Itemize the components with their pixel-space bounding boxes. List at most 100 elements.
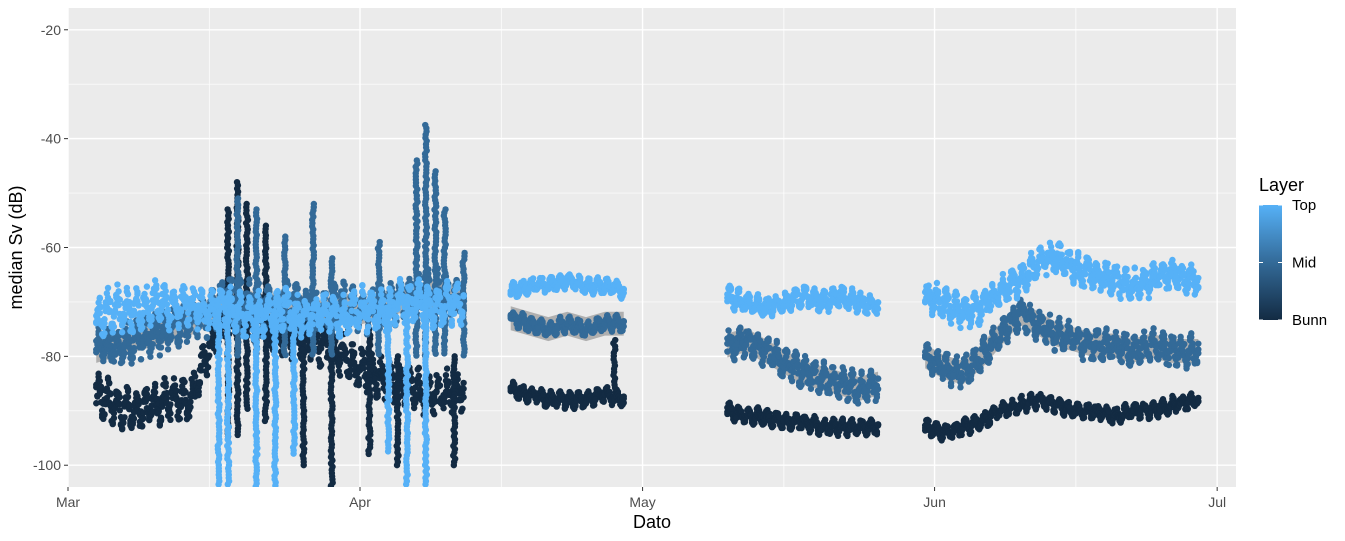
data-point-mid [266, 285, 273, 293]
excursion-point-bunn [450, 461, 458, 469]
data-point-bunn [416, 379, 424, 386]
data-point-mid [184, 332, 192, 339]
data-point-bunn [106, 380, 113, 387]
data-point-mid [788, 377, 796, 385]
data-point-mid [774, 346, 782, 353]
data-point-bunn [413, 391, 420, 398]
data-point-bunn [813, 418, 821, 426]
data-point-mid [953, 353, 961, 360]
data-point-mid [1086, 334, 1094, 342]
data-point-bunn [110, 414, 118, 422]
data-point-mid [830, 364, 837, 371]
data-point-mid [1103, 326, 1110, 334]
data-point-bunn [950, 429, 957, 437]
data-point-mid [341, 281, 348, 289]
data-point-bunn [967, 428, 975, 435]
data-point-mid [759, 362, 766, 369]
data-point-bunn [187, 403, 194, 411]
data-point-bunn [728, 405, 736, 412]
data-point-bunn [187, 398, 194, 406]
data-point-mid [1026, 301, 1034, 309]
data-point-bunn [151, 389, 159, 396]
data-point-bunn [129, 420, 136, 428]
data-point-bunn [1195, 398, 1202, 405]
data-point-bunn [181, 378, 188, 386]
data-point-bunn [436, 382, 444, 389]
data-point-mid [731, 356, 738, 363]
data-point-bunn [151, 380, 159, 388]
data-point-mid [129, 353, 136, 361]
data-point-mid [963, 351, 970, 358]
data-point-mid [1005, 325, 1012, 332]
data-point-bunn [460, 394, 467, 401]
data-point-bunn [95, 370, 102, 377]
data-point-bunn [124, 386, 132, 393]
data-point-bunn [118, 424, 126, 432]
data-point-bunn [592, 396, 599, 403]
data-point-mid [741, 351, 749, 358]
data-point-mid [1090, 355, 1097, 363]
data-point-mid [553, 330, 560, 338]
data-point-bunn [140, 409, 147, 417]
data-point-mid [1024, 327, 1031, 335]
data-point-bunn [844, 432, 851, 440]
data-point-bunn [182, 389, 189, 396]
data-point-mid [1014, 325, 1022, 333]
data-point-bunn [873, 431, 881, 438]
data-point-bunn [1033, 402, 1041, 410]
data-point-bunn [170, 375, 178, 382]
data-point-bunn [195, 391, 202, 399]
data-point-bunn [148, 402, 155, 409]
excursion-point-bunn [365, 450, 372, 458]
data-point-mid [986, 355, 994, 362]
data-point-mid [967, 376, 975, 383]
data-point-bunn [196, 380, 204, 387]
data-point-mid [751, 349, 758, 357]
data-point-mid [779, 372, 786, 380]
data-point-bunn [130, 415, 138, 422]
data-point-mid [1060, 345, 1068, 353]
data-point-mid [961, 357, 969, 364]
data-point-bunn [372, 375, 379, 382]
data-point-bunn [157, 414, 165, 421]
data-point-bunn [770, 422, 777, 429]
data-point-mid [858, 370, 865, 378]
data-point-bunn [380, 368, 387, 375]
data-point-bunn [361, 356, 368, 363]
data-point-mid [925, 345, 932, 352]
data-point-mid [807, 385, 815, 392]
data-point-mid [854, 400, 862, 407]
data-point-mid [826, 389, 833, 397]
data-point-mid [1030, 312, 1037, 320]
data-point-bunn [408, 377, 416, 385]
data-point-bunn [197, 367, 205, 374]
data-point-bunn [120, 419, 127, 426]
data-point-bunn [775, 413, 783, 421]
data-point-mid [121, 350, 128, 357]
data-point-mid [183, 338, 191, 345]
data-point-mid [725, 327, 732, 334]
excursion-point-bunn [234, 431, 241, 439]
data-point-mid [737, 324, 744, 331]
data-point-bunn [1051, 409, 1058, 416]
data-point-bunn [101, 410, 108, 418]
data-point-bunn [349, 341, 357, 348]
data-point-mid [874, 385, 882, 393]
data-point-bunn [116, 393, 124, 401]
data-point-mid [157, 344, 165, 351]
data-point-mid [997, 337, 1004, 344]
data-point-mid [972, 346, 979, 353]
data-point-mid [246, 276, 253, 283]
data-point-bunn [342, 350, 350, 357]
data-point-mid [874, 375, 882, 382]
data-point-mid [1046, 311, 1054, 318]
data-point-bunn [191, 373, 199, 380]
data-point-mid [977, 367, 984, 375]
data-point-mid [620, 318, 627, 325]
data-point-mid [947, 379, 955, 387]
data-point-bunn [317, 361, 325, 369]
data-point-mid [978, 357, 985, 365]
data-point-bunn [336, 372, 344, 379]
data-point-mid [812, 362, 819, 369]
data-point-mid [1079, 356, 1087, 364]
